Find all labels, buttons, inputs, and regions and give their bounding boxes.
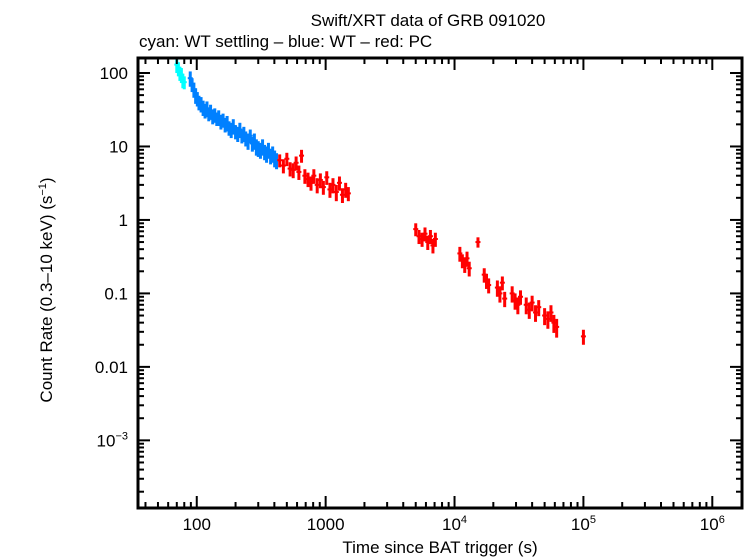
chart-title: Swift/XRT data of GRB 091020 bbox=[311, 11, 546, 30]
y-axis-label-text: Count Rate (0.3–10 keV) (s bbox=[37, 196, 56, 403]
y-axis-label-exp: −1 bbox=[37, 183, 49, 196]
chart-subtitle: cyan: WT settling – blue: WT – red: PC bbox=[139, 32, 432, 51]
x-tick-label: 100 bbox=[183, 515, 211, 534]
y-tick-label: 10 bbox=[109, 137, 128, 156]
y-tick-label: 100 bbox=[100, 64, 128, 83]
y-tick-label: 1 bbox=[119, 211, 128, 230]
y-tick-label: 0.1 bbox=[104, 284, 128, 303]
series-wt-settling bbox=[174, 58, 187, 90]
axes: 100 1000 104 105 106 100 10 1 0.1 0.01 10−3 bbox=[95, 56, 744, 534]
series-wt bbox=[187, 71, 280, 170]
y-axis-label-close: ) bbox=[37, 177, 56, 183]
plot-frame bbox=[136, 56, 744, 510]
x-tick-label: 105 bbox=[571, 514, 596, 534]
y-tick-label: 0.01 bbox=[95, 358, 128, 377]
y-axis-label: Count Rate (0.3–10 keV) (s−1) bbox=[37, 177, 56, 402]
data-points bbox=[174, 58, 586, 345]
x-tick-label: 106 bbox=[700, 514, 725, 534]
x-axis-label: Time since BAT trigger (s) bbox=[342, 538, 537, 557]
series-pc bbox=[277, 149, 586, 345]
y-tick-label: 10−3 bbox=[97, 430, 128, 450]
x-tick-label: 104 bbox=[442, 514, 467, 534]
x-tick-label: 1000 bbox=[307, 515, 345, 534]
